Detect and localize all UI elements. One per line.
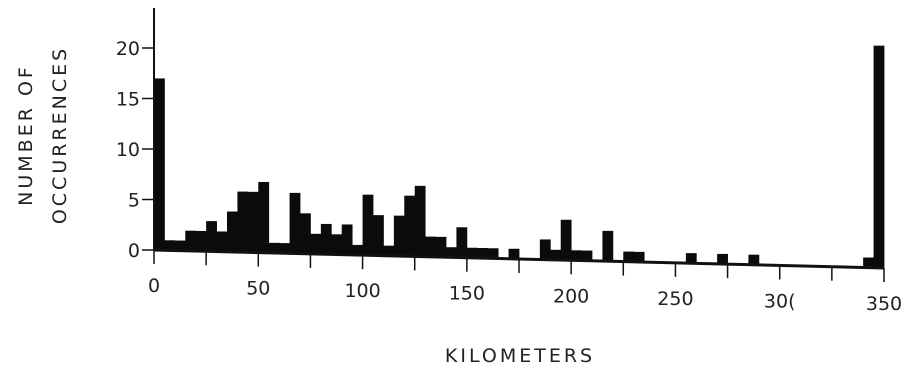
y-tick-label: 15 [116,89,140,111]
histogram-bar [342,224,353,254]
histogram-bar [404,196,415,257]
histogram-bar [602,231,613,261]
y-axis-title-line-2: OCCURRENCES [49,46,71,224]
x-tick-label: 30( [764,290,796,312]
x-tick-label: 0 [148,275,160,297]
histogram-bar [456,227,467,257]
histogram-bar [561,220,572,260]
x-tick-label: 50 [246,278,270,300]
x-tick-label: 150 [449,283,485,305]
y-tick-label: 10 [116,139,140,161]
histogram-bar [415,186,426,257]
histogram-bar [258,182,269,253]
y-tick-label: 5 [128,190,140,212]
histogram-bar [436,237,447,257]
histogram-bar [874,46,885,268]
histogram-bar [331,234,342,254]
x-tick-label: 100 [344,280,380,302]
histogram-bar [321,224,332,254]
histogram-bar [217,231,228,251]
histogram-bar [154,78,165,250]
histogram-bar [185,231,196,251]
histogram-bar [310,234,321,254]
histogram-bar [248,192,259,253]
x-axis-title: KILOMETERS [445,345,595,367]
histogram-bar [300,213,311,253]
histogram-bar [206,221,217,251]
histogram-bar [425,237,436,257]
histogram-bar [290,193,301,254]
y-tick-label: 20 [116,38,140,60]
histogram-bar [363,195,374,256]
histogram-bar [237,192,248,253]
x-tick-label: 350 [866,293,902,315]
x-tick-label: 200 [553,285,589,307]
x-tick-label: 250 [657,288,693,310]
histogram-bar [373,215,384,255]
y-axis-title-line-1: NUMBER OF [15,64,37,206]
histogram-bar [227,212,238,252]
histogram-bar [540,239,551,259]
y-ticks: 0 5 10 15 20 [116,38,154,262]
histogram-bar [394,216,405,256]
histogram-bar [196,231,207,251]
y-tick-label: 0 [128,240,140,262]
histogram-bars [154,46,884,268]
